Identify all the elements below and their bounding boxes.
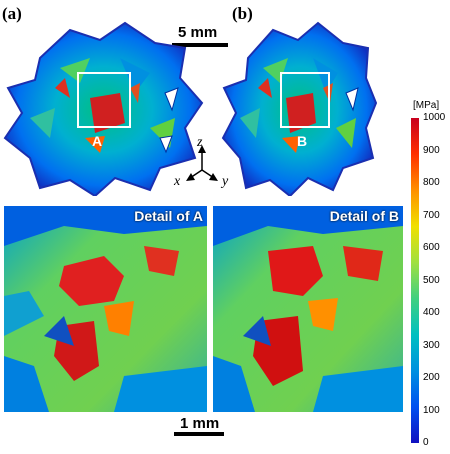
- colorbar-tick-label: 400: [423, 307, 440, 318]
- panel-label-b: (b): [232, 4, 253, 23]
- axis-y-label: y: [222, 174, 229, 189]
- model-3d-a: [3, 21, 204, 196]
- scale-bar-top: [172, 43, 228, 47]
- roi-label-b: B: [297, 133, 308, 149]
- detail-b-stress-map: [213, 206, 403, 412]
- colorbar-tick-label: 0: [423, 437, 429, 448]
- panel-label-a: (a): [2, 4, 22, 23]
- colorbar-tick-label: 100: [423, 404, 440, 416]
- colorbar-tick-label: 200: [423, 372, 440, 383]
- colorbar-tick-label: 1000: [423, 112, 446, 123]
- detail-a-stress-map: [4, 206, 207, 412]
- roi-box-b: [280, 72, 330, 128]
- colorbar-tick-label: 700: [423, 209, 440, 221]
- scale-label-bottom: 1 mm: [180, 415, 220, 432]
- detail-a-title: Detail of A: [134, 208, 203, 224]
- axis-z-label: z: [197, 135, 203, 150]
- scale-bar-bottom: [174, 432, 224, 436]
- scale-label-top: 5 mm: [178, 24, 218, 41]
- axis-x-label: x: [174, 174, 181, 189]
- colorbar-tick-label: 600: [423, 242, 440, 253]
- colorbar-unit: [MPa]: [413, 100, 440, 111]
- detail-panel-b: Detail of B: [213, 206, 403, 412]
- detail-b-title: Detail of B: [329, 208, 399, 224]
- roi-box-a: [77, 72, 131, 128]
- colorbar-tick-label: 300: [423, 339, 440, 351]
- colorbar-tick-label: 800: [423, 177, 440, 188]
- detail-panel-a: Detail of A: [4, 206, 207, 412]
- coordinate-axes: [186, 145, 218, 181]
- colorbar-ticks: 1000 900 800 700 600 500 400 300 200 100 0: [421, 112, 450, 448]
- model-3d-b: [221, 21, 378, 196]
- colorbar-tick-label: 900: [423, 144, 440, 156]
- colorbar: [411, 118, 419, 443]
- roi-label-a: A: [92, 133, 103, 149]
- colorbar-tick-label: 500: [423, 274, 440, 286]
